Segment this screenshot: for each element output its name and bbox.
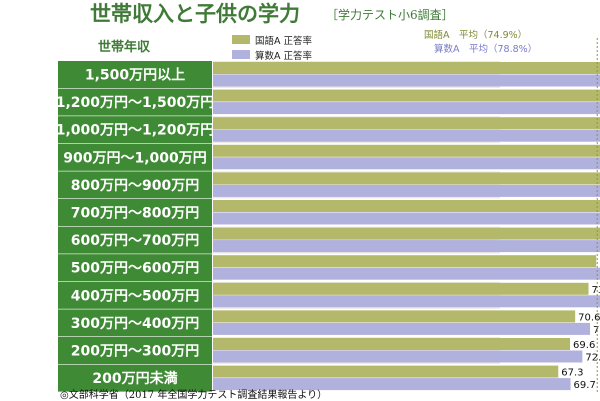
row-label-box [58, 309, 212, 337]
average-label-sansu: 算数A 平均（78.8%） [434, 41, 537, 55]
legend-swatch-sansu [232, 50, 250, 59]
category-label: 200万円未満 [92, 370, 177, 387]
value-label-sansu: 69.7 [574, 380, 596, 391]
bar-kokugo [213, 200, 600, 212]
bar-kokugo [213, 144, 600, 157]
row-header: 世帯年収 [98, 40, 151, 55]
row-label-box [58, 364, 212, 392]
bar-kokugo [213, 89, 600, 102]
bar-sansu [213, 212, 600, 225]
bar-sansu [213, 350, 583, 363]
bar-kokugo [213, 255, 597, 268]
legend-label-kokugo: 国語A 正答率 [255, 35, 313, 47]
category-label: 300万円〜400万円 [71, 316, 199, 332]
bar-kokugo [213, 365, 559, 378]
row-label-box [58, 171, 212, 199]
legend-label-sansu: 算数A 正答率 [255, 50, 313, 62]
category-label: 600万円〜700万円 [71, 233, 199, 249]
row-label-box [58, 143, 212, 171]
bar-sansu [213, 295, 600, 308]
average-label-kokugo: 国語A 平均（74.9%） [424, 27, 527, 41]
row-label-box [58, 88, 212, 116]
row-label-box [58, 199, 212, 226]
category-label: 1,500万円以上 [85, 68, 185, 84]
legend-item-sansu: 算数A 正答率 [232, 47, 312, 62]
category-label: 800万円〜900万円 [71, 178, 199, 194]
bar-sansu [213, 184, 600, 197]
row-label-box [58, 281, 212, 309]
category-label: 400万円〜500万円 [71, 288, 199, 304]
legend-swatch-kokugo [232, 35, 250, 44]
bar-sansu [213, 74, 600, 87]
bar-kokugo [213, 172, 600, 185]
value-label-kokugo: 69.6 [573, 340, 595, 351]
category-label: 900万円〜1,000万円 [63, 150, 207, 166]
legend: 国語A 正答率 算数A 正答率 [232, 32, 312, 62]
bar-sansu [213, 322, 591, 335]
bar-kokugo [213, 117, 600, 130]
value-label-sansu: 72.0 [585, 353, 600, 364]
average-value-sansu: （78.8%） [488, 44, 538, 55]
category-label: 1,000万円〜1,200万円 [56, 123, 215, 139]
row-label-box [58, 116, 212, 144]
bar-kokugo [213, 310, 576, 323]
category-label: 200万円〜300万円 [71, 344, 199, 360]
category-label: 700万円〜800万円 [71, 206, 199, 222]
bar-kokugo [213, 338, 571, 350]
average-label-kokugo-text: 国語A 平均 [424, 30, 478, 41]
average-value-kokugo: （74.9%） [478, 30, 528, 41]
bar-sansu [213, 129, 600, 142]
average-label-sansu-text: 算数A 平均 [434, 44, 488, 55]
category-label: 500万円〜600万円 [71, 261, 199, 277]
row-label-box [58, 337, 212, 364]
row-label-box [58, 61, 212, 88]
row-label-box [58, 226, 212, 254]
bar-sansu [213, 240, 600, 253]
row-label-box [58, 254, 212, 282]
value-label-sansu: 73.5 [593, 325, 600, 336]
chart-title: 世帯収入と子供の学力 [90, 2, 300, 26]
bar-kokugo [213, 227, 600, 240]
value-label-kokugo: 67.3 [561, 368, 583, 379]
bar-kokugo [213, 282, 589, 295]
legend-item-kokugo: 国語A 正答率 [232, 32, 312, 47]
bar-sansu [213, 267, 600, 280]
source-note: ◎文部科学省（2017 年全国学力テスト調査結果報告より） [60, 390, 328, 401]
category-label: 1,200万円〜1,500万円 [56, 95, 215, 111]
bar-sansu [213, 102, 600, 115]
value-label-kokugo: 73.2 [592, 285, 600, 296]
bar-sansu [213, 157, 600, 170]
bar-kokugo [213, 62, 600, 74]
chart-subtitle: ［学力テスト小6調査］ [326, 8, 454, 22]
bar-sansu [213, 378, 571, 391]
value-label-kokugo: 70.6 [578, 312, 600, 323]
